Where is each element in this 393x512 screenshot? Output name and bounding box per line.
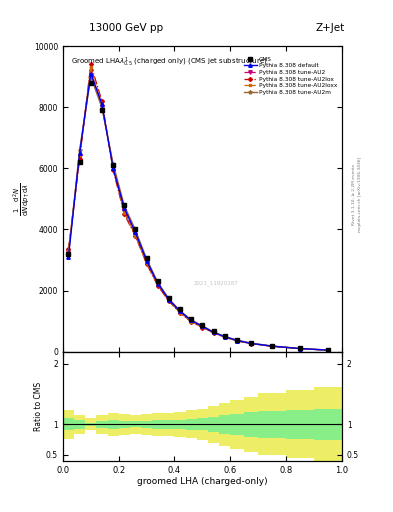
Text: Z+Jet: Z+Jet <box>316 23 345 33</box>
Text: Groomed LHA$\lambda^{1}_{0.5}$ (charged only) (CMS jet substructure): Groomed LHA$\lambda^{1}_{0.5}$ (charged … <box>71 55 268 69</box>
Y-axis label: $\frac{1}{\mathrm{d}N}\frac{\mathrm{d}^{2}N}{\mathrm{d}p_{\mathrm{T}}\,\mathrm{d: $\frac{1}{\mathrm{d}N}\frac{\mathrm{d}^{… <box>12 182 32 216</box>
Y-axis label: Ratio to CMS: Ratio to CMS <box>34 381 43 431</box>
X-axis label: groomed LHA (charged-only): groomed LHA (charged-only) <box>137 477 268 486</box>
Legend: CMS, Pythia 8.308 default, Pythia 8.308 tune-AU2, Pythia 8.308 tune-AU2lox, Pyth: CMS, Pythia 8.308 default, Pythia 8.308 … <box>242 55 339 96</box>
Text: 13000 GeV pp: 13000 GeV pp <box>89 23 163 33</box>
Text: mcplots.cern.ch [arXiv:1306.3436]: mcplots.cern.ch [arXiv:1306.3436] <box>358 157 362 232</box>
Text: 2021_11920187: 2021_11920187 <box>194 281 239 286</box>
Text: Rivet 3.1.10, ≥ 2.2M events: Rivet 3.1.10, ≥ 2.2M events <box>352 164 356 225</box>
